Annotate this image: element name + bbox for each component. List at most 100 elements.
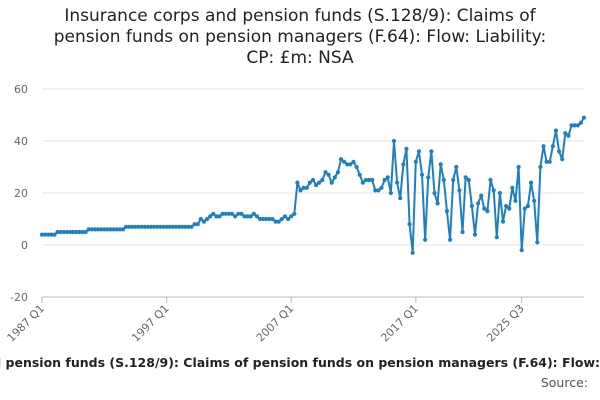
x-tick-label-3: 2017 Q1: [378, 302, 421, 345]
data-point: [55, 229, 60, 235]
data-point: [373, 188, 378, 193]
data-point: [451, 177, 456, 183]
data-point: [475, 201, 481, 206]
data-point: [419, 172, 425, 177]
data-point: [142, 224, 147, 229]
data-point: [270, 216, 275, 222]
data-point: [124, 224, 129, 229]
data-point: [310, 177, 316, 183]
data-point: [257, 216, 263, 222]
data-point: [111, 227, 116, 232]
data-point: [581, 115, 587, 120]
data-point: [482, 206, 487, 211]
data-point: [438, 162, 443, 167]
data-point: [500, 219, 506, 224]
data-point: [233, 214, 238, 219]
data-point: [370, 177, 375, 183]
data-point: [83, 229, 88, 235]
data-point: [176, 224, 182, 229]
data-point: [423, 237, 428, 242]
data-point: [547, 159, 552, 164]
data-point: [95, 227, 101, 232]
data-point: [180, 224, 185, 229]
data-point: [479, 193, 484, 198]
data-point: [49, 232, 54, 237]
data-point: [155, 224, 160, 229]
data-point: [314, 183, 319, 188]
data-point: [404, 146, 409, 151]
data-point: [491, 188, 496, 193]
data-point: [447, 237, 453, 242]
data-point: [525, 203, 531, 209]
data-point: [74, 229, 79, 235]
data-point: [469, 203, 474, 209]
data-point: [345, 162, 350, 167]
y-tick-label-0: -20: [10, 291, 28, 304]
data-point: [332, 175, 337, 180]
data-point: [528, 180, 534, 185]
data-point: [289, 214, 294, 219]
data-point: [64, 229, 70, 235]
data-point: [304, 185, 309, 190]
chart-title-line-3: CP: £m: NSA: [246, 48, 354, 68]
data-point: [261, 216, 266, 222]
data-point: [189, 224, 194, 229]
x-tick-label-0: 1987 Q1: [5, 302, 48, 345]
data-point: [204, 216, 210, 222]
data-point: [279, 216, 284, 222]
data-point: [164, 224, 169, 229]
data-point: [58, 229, 63, 235]
data-point: [410, 250, 415, 255]
data-point: [152, 224, 157, 229]
data-point: [208, 214, 213, 219]
data-point: [167, 224, 172, 229]
gridlines: [42, 88, 584, 298]
data-series: [39, 115, 587, 255]
data-point: [86, 227, 91, 232]
data-point: [220, 211, 225, 216]
data-point: [170, 224, 175, 229]
data-point: [99, 227, 104, 232]
data-point: [342, 159, 347, 164]
data-point: [108, 227, 113, 232]
data-point: [488, 177, 493, 183]
data-point: [136, 224, 141, 229]
data-point: [560, 157, 565, 162]
data-point: [494, 235, 499, 240]
data-point: [510, 185, 515, 190]
data-point: [354, 164, 359, 170]
data-point: [556, 149, 562, 154]
data-point: [348, 162, 353, 167]
data-point: [432, 190, 437, 196]
data-point: [276, 219, 281, 224]
data-point: [139, 224, 144, 229]
data-point: [426, 175, 431, 180]
data-point: [254, 214, 260, 219]
chart-title-line-1: Insurance corps and pension funds (S.128…: [64, 6, 536, 26]
series-line: [42, 117, 585, 254]
data-point: [429, 149, 434, 154]
data-point: [242, 214, 247, 219]
data-point: [569, 123, 574, 128]
y-tick-label-4: 60: [14, 83, 28, 96]
data-point: [192, 222, 197, 227]
data-point: [273, 219, 278, 224]
data-point: [401, 162, 406, 167]
data-point: [457, 188, 462, 193]
data-point: [77, 229, 82, 235]
data-point: [416, 149, 422, 154]
y-tick-label-1: 0: [21, 239, 28, 252]
data-point: [407, 222, 412, 227]
data-point: [52, 232, 57, 237]
data-point: [550, 144, 555, 149]
data-point: [441, 177, 446, 183]
data-point: [566, 133, 571, 138]
data-point: [127, 224, 132, 229]
data-point: [158, 224, 163, 229]
data-point: [43, 232, 48, 237]
data-point: [338, 157, 344, 162]
data-point: [130, 224, 135, 229]
data-point: [320, 177, 325, 183]
data-point: [376, 188, 381, 193]
